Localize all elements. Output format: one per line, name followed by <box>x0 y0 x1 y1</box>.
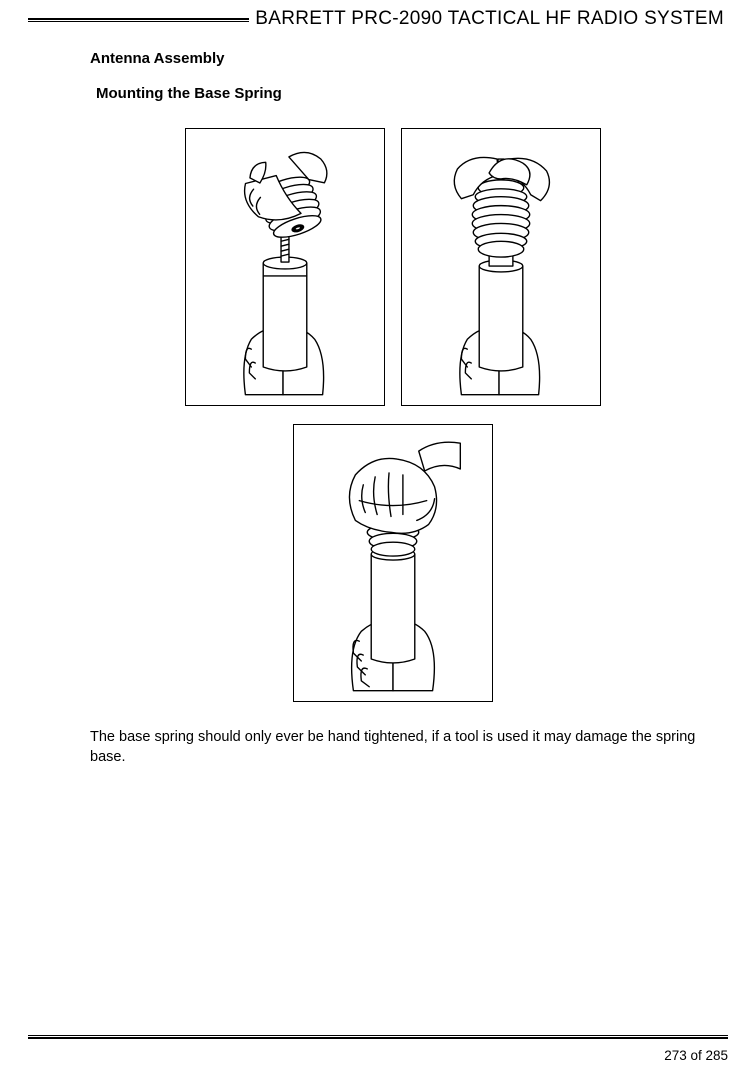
section-heading: Antenna Assembly <box>90 50 696 67</box>
figure-step-2 <box>401 128 601 406</box>
header-title-container: BARRETT PRC-2090 TACTICAL HF RADIO SYSTE… <box>249 8 728 30</box>
header-title: BARRETT PRC-2090 TACTICAL HF RADIO SYSTE… <box>255 8 724 29</box>
figure-row-2 <box>90 424 696 702</box>
footer-rule <box>28 1035 728 1039</box>
figure-step-3 <box>293 424 493 702</box>
body-paragraph: The base spring should only ever be hand… <box>90 728 696 767</box>
figure-row-1 <box>90 128 696 406</box>
content-area: Antenna Assembly Mounting the Base Sprin… <box>90 50 696 767</box>
section-subheading: Mounting the Base Spring <box>96 85 696 102</box>
figure-step-1 <box>185 128 385 406</box>
page-number: 273 of 285 <box>664 1048 728 1063</box>
